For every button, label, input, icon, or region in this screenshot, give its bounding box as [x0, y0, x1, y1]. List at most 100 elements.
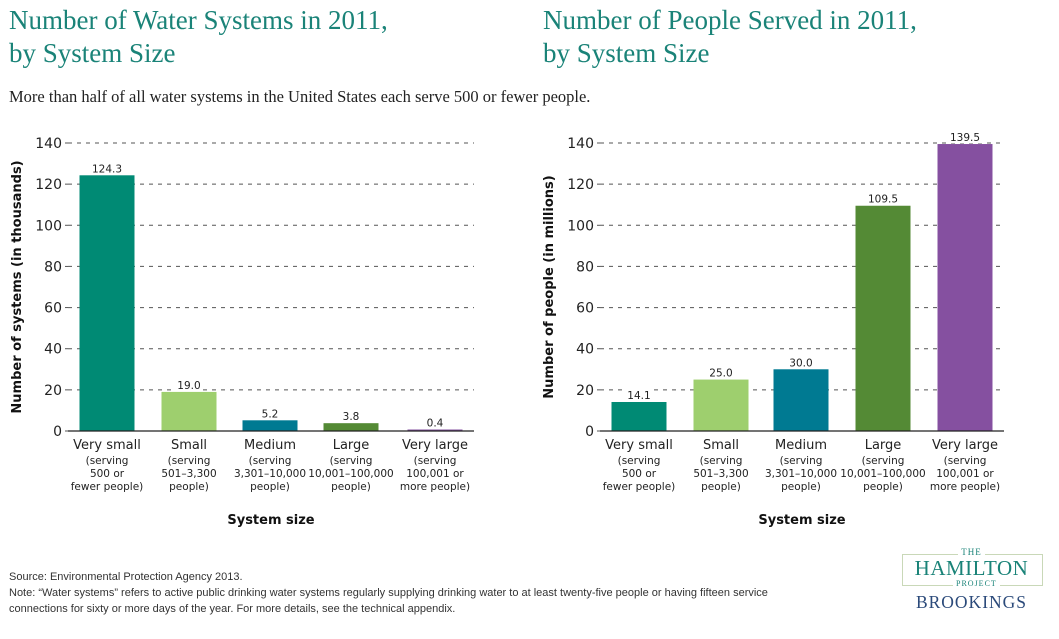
category-detail: (serving: [249, 455, 292, 467]
y-tick-label: 60: [44, 301, 62, 317]
category-detail: more people): [930, 481, 1000, 493]
bar-very-small: [79, 175, 135, 431]
bar-very-small: [611, 401, 667, 431]
category-detail: 3,301–10,000: [234, 468, 306, 480]
category-detail: (serving: [414, 455, 457, 467]
y-tick-label: 0: [53, 424, 62, 440]
category-detail: (serving: [780, 455, 823, 467]
y-tick-label: 100: [35, 218, 62, 234]
y-tick-label: 100: [567, 218, 594, 234]
bar-large: [323, 423, 379, 431]
value-label: 5.2: [262, 408, 279, 420]
y-tick-label: 120: [35, 177, 62, 193]
value-label-bg: [259, 407, 281, 420]
value-label: 3.8: [343, 411, 360, 423]
value-label-bg: [424, 416, 446, 429]
value-label-bg: [865, 192, 901, 205]
category-detail: fewer people): [71, 481, 144, 493]
left-chart-title-line1: Number of Water Systems in 2011,: [9, 5, 388, 35]
y-axis-title: Number of systems (in thousands): [10, 160, 25, 413]
category-label: Very small: [605, 438, 673, 453]
hamilton-brookings-logo: THE HAMILTON PROJECT BROOKINGS: [898, 547, 1048, 620]
y-tick-label: 20: [44, 383, 62, 399]
category-detail: people): [781, 481, 821, 493]
category-detail: (serving: [944, 455, 987, 467]
category-detail: 10,001–100,000: [308, 468, 393, 480]
category-detail: people): [250, 481, 290, 493]
category-detail: 501–3,300: [693, 468, 748, 480]
category-detail: (serving: [86, 455, 129, 467]
category-detail: (serving: [700, 455, 743, 467]
value-label-bg: [625, 388, 653, 401]
category-detail: more people): [400, 481, 470, 493]
value-label: 139.5: [950, 132, 980, 144]
logo-project: PROJECT: [953, 579, 1000, 588]
footnotes: Source: Environmental Protection Agency …: [9, 569, 859, 617]
bar-medium: [773, 369, 829, 431]
y-tick-label: 80: [44, 259, 62, 275]
y-tick-label: 20: [576, 383, 594, 399]
category-detail: people): [331, 481, 371, 493]
value-label-bg: [787, 356, 815, 369]
category-detail: people): [863, 481, 903, 493]
right-chart-title: Number of People Served in 2011, by Syst…: [543, 4, 917, 70]
logo-the: THE: [898, 547, 1045, 557]
y-axis-title: Number of people (in millions): [542, 175, 557, 398]
left-chart-title-line2: by System Size: [9, 38, 176, 68]
category-label: Very small: [73, 438, 141, 453]
category-detail: 10,001–100,000: [840, 468, 925, 480]
x-axis-title: System size: [227, 513, 314, 528]
category-label: Small: [703, 438, 739, 453]
right-chart-title-line1: Number of People Served in 2011,: [543, 5, 917, 35]
value-label: 109.5: [868, 194, 898, 206]
value-label: 14.1: [627, 390, 650, 402]
logo-brookings: BROOKINGS: [915, 592, 1028, 612]
value-label-bg: [175, 378, 203, 391]
category-detail: 500 or: [90, 468, 125, 480]
logo-hamilton: HAMILTON: [914, 556, 1029, 580]
note-line-1: Note: “Water systems” refers to active p…: [9, 587, 768, 599]
category-detail: (serving: [330, 455, 373, 467]
y-tick-label: 140: [35, 136, 62, 152]
chart-subtitle: More than half of all water systems in t…: [9, 87, 591, 106]
y-tick-label: 0: [585, 424, 594, 440]
value-label: 124.3: [92, 163, 122, 175]
y-tick-label: 60: [576, 301, 594, 317]
category-detail: people): [701, 481, 741, 493]
category-detail: (serving: [168, 455, 211, 467]
x-axis-title: System size: [758, 513, 845, 528]
note-line-2: connections for sixty or more days of th…: [9, 603, 456, 615]
value-label-bg: [89, 162, 125, 175]
y-tick-label: 140: [567, 136, 594, 152]
value-label: 0.4: [427, 418, 444, 430]
category-detail: (serving: [862, 455, 905, 467]
category-detail: 500 or: [622, 468, 657, 480]
left-chart-title: Number of Water Systems in 2011, by Syst…: [9, 4, 388, 70]
y-tick-label: 40: [576, 342, 594, 358]
value-label-bg: [707, 366, 735, 379]
y-tick-label: 120: [567, 177, 594, 193]
category-detail: fewer people): [603, 481, 676, 493]
category-detail: (serving: [618, 455, 661, 467]
bar-very-large: [937, 144, 993, 431]
category-detail: 3,301–10,000: [765, 468, 837, 480]
value-label-bg: [340, 410, 362, 423]
bar-very-large: [407, 429, 463, 431]
bar-medium: [242, 420, 298, 431]
category-detail: 501–3,300: [161, 468, 216, 480]
category-label: Medium: [244, 438, 296, 453]
value-label: 30.0: [789, 357, 812, 369]
value-label: 19.0: [177, 380, 200, 392]
category-label: Large: [333, 438, 370, 453]
bar-small: [161, 391, 217, 431]
bar-small: [693, 379, 749, 431]
category-label: Very large: [402, 438, 468, 453]
value-label: 25.0: [709, 368, 732, 380]
category-label: Small: [171, 438, 207, 453]
logo-the-text: THE: [958, 547, 985, 557]
category-label: Medium: [775, 438, 827, 453]
category-label: Very large: [932, 438, 998, 453]
source-note: Source: Environmental Protection Agency …: [9, 571, 243, 583]
